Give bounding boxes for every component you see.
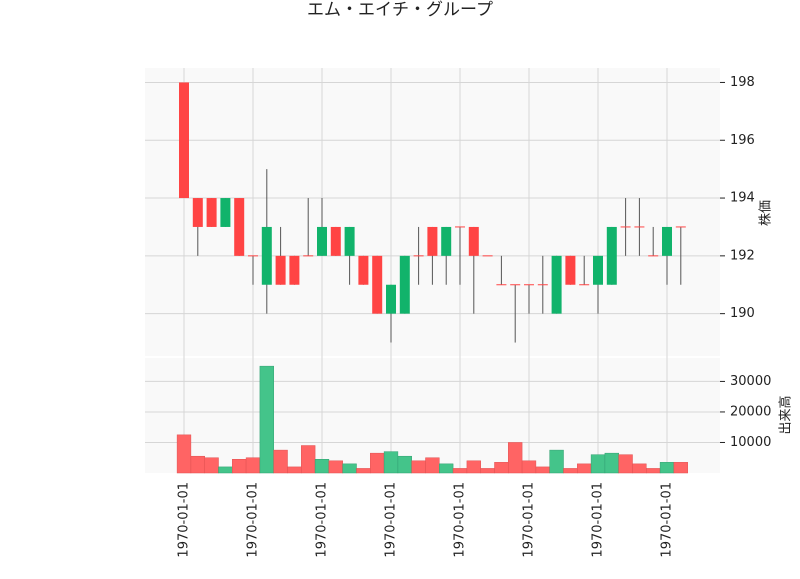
candle-body — [358, 255, 369, 285]
candle-body — [551, 255, 562, 314]
candle-body — [275, 255, 286, 285]
x-tick-label: 1970-01-01 — [591, 482, 606, 558]
candle-body — [662, 226, 672, 256]
candle-body — [220, 198, 231, 227]
volume-bar — [577, 463, 592, 474]
candle-body — [675, 226, 686, 228]
candle-body — [192, 198, 203, 227]
volume-bar — [397, 455, 412, 474]
candle-body — [427, 226, 438, 256]
x-tick-label: 1970-01-01 — [660, 482, 675, 558]
candle-body — [524, 284, 534, 286]
volume-bar — [632, 463, 647, 474]
candle-body — [413, 255, 424, 257]
volume-bar — [618, 454, 633, 474]
candle-body — [179, 82, 189, 199]
candle-body — [206, 198, 217, 227]
volume-bar — [452, 468, 468, 474]
volume-bar — [659, 462, 675, 474]
volume-bar — [521, 460, 537, 474]
y-tick-label: 198 — [730, 75, 755, 90]
volume-bar — [314, 459, 330, 474]
volume-panel — [145, 357, 720, 473]
candle-body — [565, 255, 576, 285]
candle-body — [441, 226, 452, 256]
volume-bar — [480, 468, 495, 474]
volume-bar — [245, 457, 261, 474]
volume-tick-label: 10000 — [730, 435, 771, 450]
volume-bar — [190, 455, 205, 474]
volume-axis-label: 出来高 — [778, 395, 794, 434]
volume-bar — [549, 449, 564, 474]
volume-bar — [508, 442, 523, 474]
x-tick-label: 1970-01-01 — [177, 482, 192, 558]
volume-bar — [204, 457, 219, 474]
y-axis-label: 株価 — [759, 200, 774, 226]
volume-bar — [425, 457, 440, 474]
volume-bar — [176, 434, 192, 474]
volume-bar — [646, 468, 661, 474]
candle-body — [468, 226, 479, 256]
candle-body — [317, 226, 327, 256]
chart-title: エム・エイチ・グループ — [307, 0, 493, 20]
volume-bar — [287, 466, 302, 474]
candle-body — [303, 255, 314, 257]
candle-body — [537, 284, 548, 286]
candle-body — [372, 255, 383, 314]
volume-bar — [232, 459, 247, 474]
candle-body — [289, 255, 300, 285]
candle-body — [593, 255, 603, 285]
volume-bar — [466, 460, 481, 474]
volume-bar — [218, 466, 233, 474]
candle-body — [248, 255, 258, 257]
volume-bar — [259, 365, 274, 474]
volume-bar — [590, 454, 606, 474]
volume-bar — [411, 460, 426, 474]
volume-bar — [563, 468, 578, 474]
candle-body — [330, 226, 341, 256]
volume-tick-label: 30000 — [730, 374, 771, 389]
volume-bar — [673, 462, 688, 474]
y-tick-label: 196 — [730, 133, 755, 148]
x-tick-label: 1970-01-01 — [453, 482, 468, 558]
candle-body — [482, 255, 493, 257]
volume-bar — [328, 460, 343, 474]
candle-body — [234, 198, 245, 256]
candle-body — [579, 284, 590, 286]
candle-body — [455, 226, 465, 228]
y-tick-label: 192 — [730, 248, 755, 263]
candle-body — [648, 255, 659, 257]
x-tick-label: 1970-01-01 — [315, 482, 330, 558]
volume-bar — [439, 463, 454, 474]
candle-body — [344, 226, 355, 256]
volume-bar — [383, 451, 399, 474]
candle-body — [510, 284, 521, 286]
candle-body — [386, 284, 396, 314]
volume-bar — [273, 449, 288, 474]
volume-bar — [370, 452, 385, 474]
x-tick-label: 1970-01-01 — [246, 482, 261, 558]
x-tick-label: 1970-01-01 — [384, 482, 399, 558]
y-tick-label: 190 — [730, 306, 755, 321]
volume-bar — [494, 462, 509, 474]
candle-body — [606, 226, 617, 285]
candle-body — [620, 226, 631, 228]
volume-bar — [342, 463, 357, 474]
volume-bar — [301, 445, 316, 474]
volume-bar — [604, 452, 619, 474]
y-tick-label: 194 — [730, 191, 755, 206]
candle-body — [399, 255, 410, 314]
candle-body — [261, 226, 272, 285]
volume-tick-label: 20000 — [730, 404, 771, 419]
volume-bar — [356, 468, 371, 474]
x-tick-label: 1970-01-01 — [522, 482, 537, 558]
candle-body — [496, 284, 507, 286]
candle-body — [634, 226, 645, 228]
volume-bar — [535, 466, 550, 474]
